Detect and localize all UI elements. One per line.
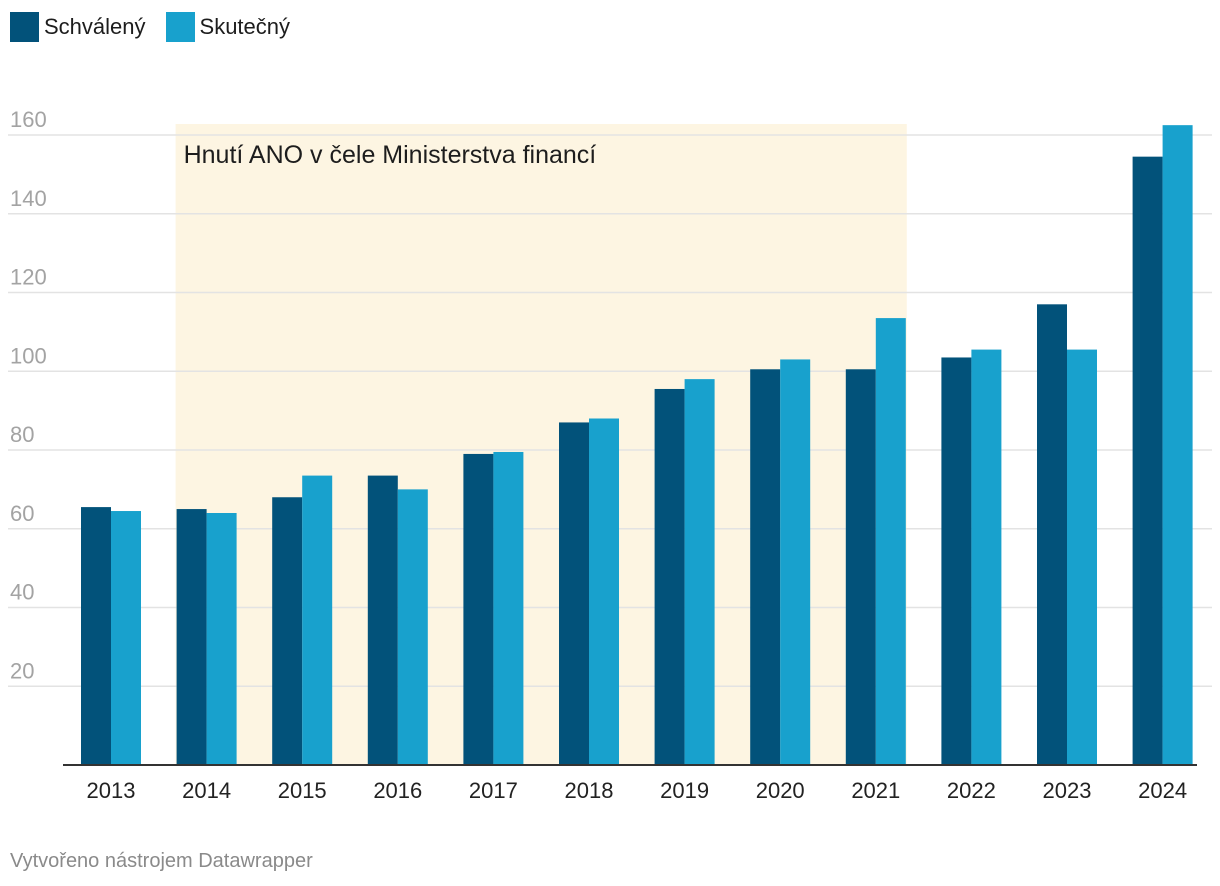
x-tick-label-2020: 2020 [756,778,805,803]
legend: Schválený Skutečný [10,12,310,42]
legend-item-schvaleny: Schválený [10,12,146,42]
y-tick-label-80: 80 [10,422,34,447]
bar-schvaleny-2023 [1037,304,1067,765]
bar-skutecny-2021 [875,318,906,765]
legend-swatch-schvaleny [10,12,39,42]
legend-label-skutecny: Skutečný [199,14,291,39]
bar-schvaleny-2018 [559,422,589,765]
bar-schvaleny-2021 [845,369,876,765]
y-tick-label-120: 120 [10,265,47,290]
y-tick-label-160: 160 [10,107,47,132]
bar-schvaleny-2013 [81,507,111,765]
x-tick-label-2018: 2018 [565,778,614,803]
bar-skutecny-2020 [780,359,811,765]
x-tick-label-2021: 2021 [851,778,900,803]
bar-schvaleny-2017 [463,453,494,765]
x-tick-label-2023: 2023 [1043,778,1092,803]
y-tick-label-20: 20 [10,658,34,683]
bar-skutecny-2018 [589,418,619,765]
bar-schvaleny-2024 [1132,156,1163,765]
legend-swatch-skutecny [165,12,195,42]
bar-skutecny-2022 [971,349,1002,765]
x-tick-label-2022: 2022 [947,778,996,803]
y-tick-label-40: 40 [10,580,34,605]
bar-schvaleny-2016 [367,475,398,765]
x-tick-label-2016: 2016 [373,778,422,803]
x-tick-label-2014: 2014 [182,778,231,803]
x-tick-label-2024: 2024 [1138,778,1187,803]
bar-schvaleny-2020 [750,369,781,765]
bar-skutecny-2024 [1162,125,1193,765]
x-tick-label-2017: 2017 [469,778,518,803]
y-tick-label-60: 60 [10,501,34,526]
annotation-label: Hnutí ANO v čele Ministerstva financí [184,141,597,169]
credit-text: Vytvořeno nástrojem Datawrapper [10,850,313,872]
bar-skutecny-2019 [684,379,715,765]
x-tick-label-2019: 2019 [660,778,709,803]
bar-skutecny-2016 [397,489,428,765]
bar-schvaleny-2015 [272,497,303,765]
y-tick-label-140: 140 [10,186,47,211]
bar-skutecny-2014 [206,513,237,765]
bar-schvaleny-2022 [941,357,972,765]
legend-item-skutecny: Skutečný [165,12,291,42]
x-tick-label-2013: 2013 [87,778,136,803]
legend-label-schvaleny: Schválený [44,14,146,39]
y-tick-label-100: 100 [10,343,47,368]
bar-skutecny-2013 [111,511,141,765]
bar-schvaleny-2019 [654,388,685,765]
bar-schvaleny-2014 [176,509,207,765]
bar-skutecny-2015 [302,475,333,765]
x-tick-label-2015: 2015 [278,778,327,803]
bar-skutecny-2017 [493,451,524,765]
bar-skutecny-2023 [1067,349,1097,765]
